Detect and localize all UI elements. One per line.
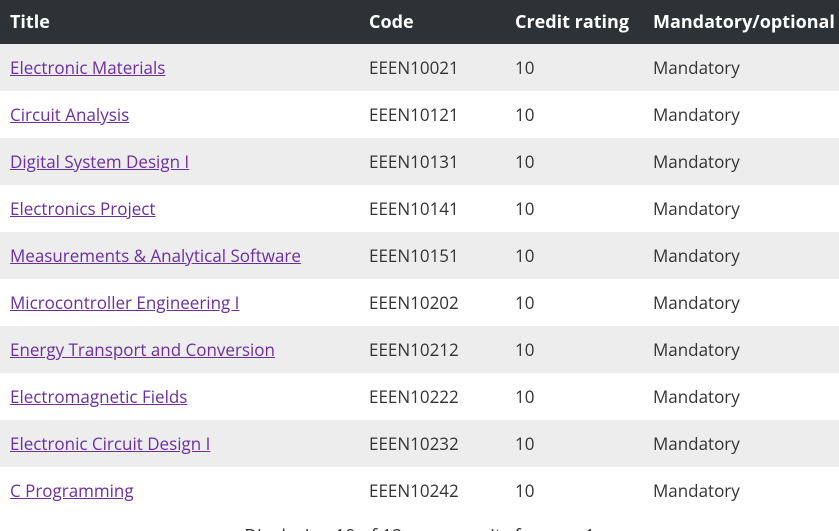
course-mandatory: Mandatory (643, 326, 839, 373)
course-code: EEEN10131 (359, 138, 505, 185)
course-credit: 10 (505, 373, 643, 420)
course-credit: 10 (505, 44, 643, 91)
course-code: EEEN10242 (359, 467, 505, 514)
table-row: Electromagnetic Fields EEEN10222 10 Mand… (0, 373, 839, 420)
course-link[interactable]: Electronic Materials (10, 56, 165, 79)
table-row: Measurements & Analytical Software EEEN1… (0, 232, 839, 279)
course-credit: 10 (505, 138, 643, 185)
course-link[interactable]: Circuit Analysis (10, 103, 129, 126)
course-credit: 10 (505, 232, 643, 279)
course-mandatory: Mandatory (643, 185, 839, 232)
course-link[interactable]: Electronic Circuit Design I (10, 432, 210, 455)
course-credit: 10 (505, 279, 643, 326)
course-mandatory: Mandatory (643, 44, 839, 91)
course-mandatory: Mandatory (643, 138, 839, 185)
course-code: EEEN10202 (359, 279, 505, 326)
table-row: Electronic Circuit Design I EEEN10232 10… (0, 420, 839, 467)
course-link[interactable]: Microcontroller Engineering I (10, 291, 239, 314)
table-body: Electronic Materials EEEN10021 10 Mandat… (0, 44, 839, 514)
course-mandatory: Mandatory (643, 420, 839, 467)
table-row: Electronics Project EEEN10141 10 Mandato… (0, 185, 839, 232)
course-code: EEEN10151 (359, 232, 505, 279)
course-mandatory: Mandatory (643, 232, 839, 279)
table-row: Energy Transport and Conversion EEEN1021… (0, 326, 839, 373)
table-row: Circuit Analysis EEEN10121 10 Mandatory (0, 91, 839, 138)
col-header-code: Code (359, 0, 505, 44)
course-link[interactable]: C Programming (10, 479, 134, 502)
course-mandatory: Mandatory (643, 373, 839, 420)
course-link[interactable]: Energy Transport and Conversion (10, 338, 275, 361)
table-header-row: Title Code Credit rating Mandatory/optio… (0, 0, 839, 44)
col-header-title: Title (0, 0, 359, 44)
course-code: EEEN10121 (359, 91, 505, 138)
course-link[interactable]: Electronics Project (10, 197, 155, 220)
course-units-table: Title Code Credit rating Mandatory/optio… (0, 0, 839, 514)
course-mandatory: Mandatory (643, 279, 839, 326)
table-row: C Programming EEEN10242 10 Mandatory (0, 467, 839, 514)
course-code: EEEN10232 (359, 420, 505, 467)
course-credit: 10 (505, 467, 643, 514)
course-mandatory: Mandatory (643, 91, 839, 138)
course-credit: 10 (505, 420, 643, 467)
course-link[interactable]: Digital System Design I (10, 150, 189, 173)
course-link[interactable]: Electromagnetic Fields (10, 385, 187, 408)
col-header-credit: Credit rating (505, 0, 643, 44)
results-count-note: Displaying 10 of 12 course units for yea… (0, 514, 839, 531)
course-mandatory: Mandatory (643, 467, 839, 514)
course-link[interactable]: Measurements & Analytical Software (10, 244, 301, 267)
table-row: Digital System Design I EEEN10131 10 Man… (0, 138, 839, 185)
course-credit: 10 (505, 91, 643, 138)
course-credit: 10 (505, 185, 643, 232)
col-header-mandatory: Mandatory/optional (643, 0, 839, 44)
table-row: Electronic Materials EEEN10021 10 Mandat… (0, 44, 839, 91)
table-row: Microcontroller Engineering I EEEN10202 … (0, 279, 839, 326)
course-code: EEEN10212 (359, 326, 505, 373)
course-code: EEEN10222 (359, 373, 505, 420)
course-code: EEEN10141 (359, 185, 505, 232)
course-credit: 10 (505, 326, 643, 373)
course-code: EEEN10021 (359, 44, 505, 91)
